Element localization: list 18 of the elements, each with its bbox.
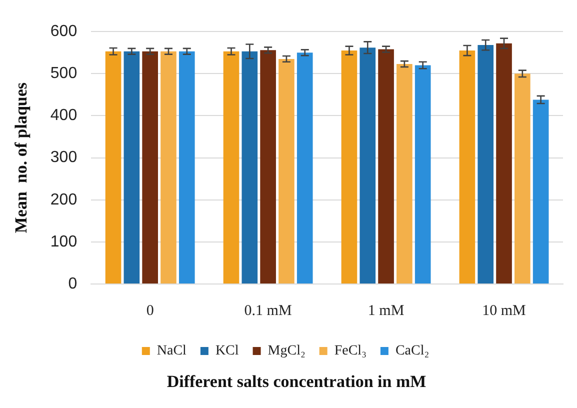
x-axis-title: Different salts concentration in mM xyxy=(166,372,428,392)
legend-label: FeCl₃ xyxy=(334,344,367,359)
y-tick-label: 0 xyxy=(68,275,78,292)
y-tick-label: 500 xyxy=(50,65,78,82)
x-tick-label: 1 mM xyxy=(368,302,404,319)
x-tick-label: 10 mM xyxy=(482,302,526,319)
y-tick-label: 300 xyxy=(50,149,78,166)
legend-label: CaCl₂ xyxy=(395,344,430,359)
y-tick-label: 100 xyxy=(50,233,78,250)
y-tick-label: 600 xyxy=(50,23,78,40)
legend-label: NaCl xyxy=(156,344,187,359)
y-tick-label: 400 xyxy=(50,107,78,124)
y-tick-label: 200 xyxy=(50,191,78,208)
y-axis-title: Mean no. of plaques xyxy=(12,82,31,234)
legend-label: MgCl₂ xyxy=(268,344,306,359)
x-tick-label: 0 xyxy=(146,302,154,319)
legend-label: KCl xyxy=(215,344,239,359)
x-tick-label: 0.1 mM xyxy=(244,302,292,319)
